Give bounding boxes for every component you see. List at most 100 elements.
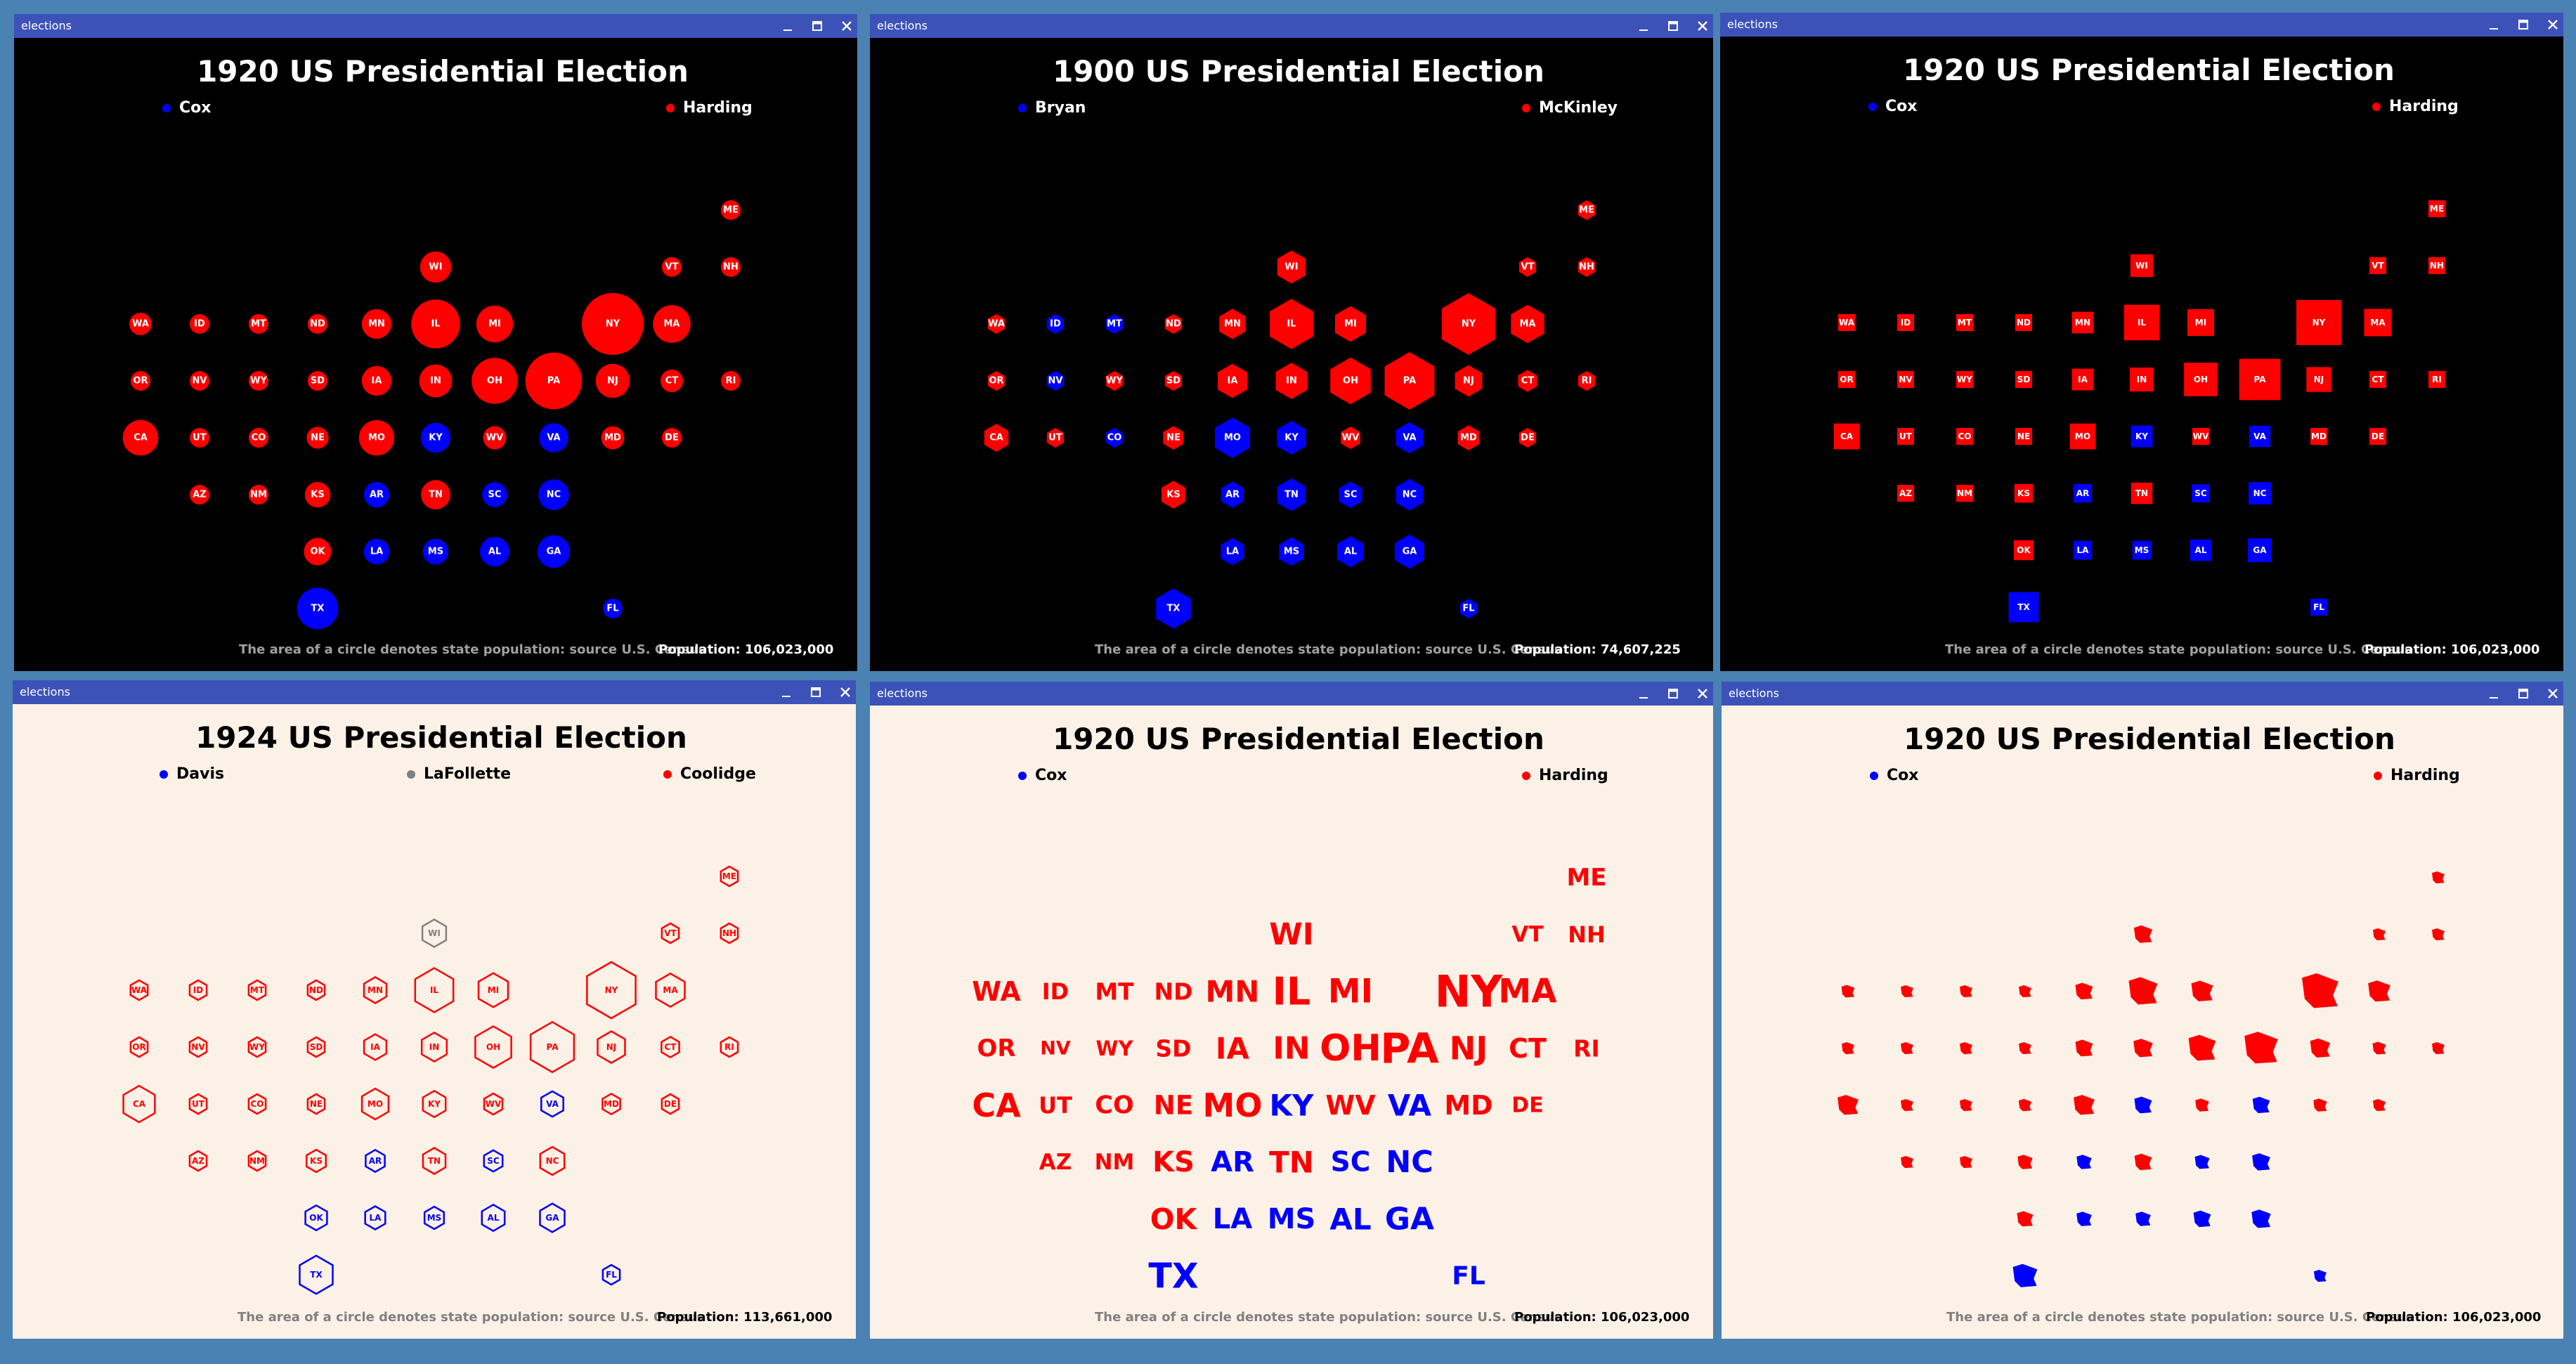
state-tn[interactable]: [2134, 1153, 2152, 1171]
close-icon[interactable]: [838, 17, 856, 35]
state-wa[interactable]: WA: [129, 979, 149, 1001]
state-id[interactable]: [1901, 985, 1913, 998]
state-nc[interactable]: NC: [538, 479, 569, 510]
state-nm[interactable]: NM: [1095, 1150, 1135, 1175]
election-window[interactable]: elections 1924 US Presidential Election Da…: [13, 680, 856, 1339]
state-nj[interactable]: NJ: [1450, 1030, 1488, 1067]
state-ia[interactable]: IA: [363, 1033, 388, 1061]
state-wy[interactable]: WY: [1096, 1037, 1134, 1060]
state-va[interactable]: [2252, 1096, 2270, 1113]
state-ky[interactable]: KY: [422, 1089, 447, 1119]
election-window[interactable]: elections 1920 US Presidential Election Co…: [1722, 682, 2563, 1339]
election-window[interactable]: elections 1920 US Presidential Election Co…: [870, 682, 1713, 1339]
state-al[interactable]: AL: [2190, 539, 2212, 561]
state-wv[interactable]: WV: [2192, 427, 2210, 446]
maximize-icon[interactable]: [2514, 15, 2532, 34]
state-co[interactable]: CO: [1956, 428, 1973, 445]
state-ca[interactable]: CA: [122, 420, 159, 456]
state-ma[interactable]: MA: [2364, 308, 2392, 337]
state-ms[interactable]: MS: [1279, 537, 1304, 566]
state-ky[interactable]: KY: [1270, 1089, 1315, 1123]
state-nh[interactable]: NH: [1568, 921, 1606, 948]
state-nc[interactable]: [2252, 1153, 2270, 1171]
state-ut[interactable]: UT: [190, 428, 209, 448]
state-fl[interactable]: [2314, 1270, 2327, 1282]
window-titlebar[interactable]: elections: [870, 14, 1713, 38]
state-ms[interactable]: MS: [1268, 1203, 1316, 1235]
state-pa[interactable]: PA: [525, 352, 583, 410]
state-ny[interactable]: [2302, 973, 2338, 1008]
state-me[interactable]: ME: [721, 200, 741, 220]
state-ia[interactable]: [2075, 1039, 2093, 1057]
state-ri[interactable]: RI: [2428, 371, 2445, 388]
state-or[interactable]: OR: [987, 371, 1006, 391]
state-ia[interactable]: IA: [361, 365, 392, 396]
state-wv[interactable]: WV: [483, 1092, 504, 1116]
state-co[interactable]: CO: [247, 1093, 267, 1115]
close-icon[interactable]: [2544, 684, 2562, 703]
state-sd[interactable]: SD: [308, 371, 327, 391]
state-al[interactable]: [2193, 1210, 2211, 1228]
state-fl[interactable]: FL: [1459, 599, 1478, 618]
state-nd[interactable]: ND: [306, 979, 326, 1001]
state-al[interactable]: AL: [480, 537, 509, 566]
window-titlebar[interactable]: elections: [14, 14, 857, 38]
minimize-icon[interactable]: [1634, 17, 1653, 35]
state-de[interactable]: DE: [662, 428, 682, 448]
state-mn[interactable]: MN: [361, 308, 392, 339]
state-nd[interactable]: ND: [2015, 314, 2032, 331]
state-nh[interactable]: NH: [721, 257, 741, 277]
state-ar[interactable]: AR: [365, 1148, 386, 1174]
state-pa[interactable]: PA: [2239, 358, 2281, 401]
state-nd[interactable]: ND: [1154, 978, 1192, 1006]
window-titlebar[interactable]: elections: [13, 680, 856, 704]
state-la[interactable]: LA: [1221, 538, 1244, 566]
state-mi[interactable]: MI: [477, 972, 509, 1008]
state-nv[interactable]: NV: [1897, 371, 1914, 388]
state-mn[interactable]: MN: [1219, 308, 1246, 339]
window-titlebar[interactable]: elections: [870, 682, 1713, 706]
state-mo[interactable]: [2074, 1095, 2095, 1115]
state-sd[interactable]: SD: [2015, 371, 2032, 388]
state-ct[interactable]: CT: [1518, 370, 1537, 392]
state-wa[interactable]: WA: [972, 976, 1021, 1007]
state-de[interactable]: [2373, 1099, 2386, 1112]
state-wy[interactable]: WY: [1956, 371, 1973, 388]
minimize-icon[interactable]: [2485, 684, 2503, 703]
election-window[interactable]: elections 1920 US Presidential Election Co…: [14, 14, 857, 671]
state-pa[interactable]: PA: [1384, 352, 1435, 410]
state-nd[interactable]: [2019, 985, 2031, 998]
state-ia[interactable]: IA: [1217, 363, 1248, 398]
state-sd[interactable]: SD: [1164, 371, 1183, 391]
state-co[interactable]: CO: [1095, 1091, 1133, 1119]
state-sc[interactable]: SC: [483, 1149, 504, 1173]
state-ky[interactable]: [2134, 1096, 2152, 1114]
state-ny[interactable]: NY: [1435, 966, 1504, 1018]
state-wa[interactable]: [1841, 985, 1855, 998]
state-tx[interactable]: [2012, 1264, 2038, 1287]
state-de[interactable]: DE: [1511, 1093, 1543, 1118]
state-ma[interactable]: MA: [653, 305, 691, 343]
maximize-icon[interactable]: [1664, 17, 1682, 35]
state-il[interactable]: IL: [2123, 304, 2160, 341]
state-nm[interactable]: NM: [249, 485, 268, 505]
state-tx[interactable]: TX: [299, 1254, 334, 1295]
state-ne[interactable]: NE: [2015, 428, 2032, 445]
state-ca[interactable]: CA: [972, 1086, 1021, 1124]
state-ky[interactable]: KY: [420, 422, 451, 453]
state-va[interactable]: VA: [1396, 422, 1424, 454]
state-sd[interactable]: SD: [306, 1036, 326, 1058]
state-me[interactable]: [2432, 871, 2445, 884]
state-ms[interactable]: MS: [2132, 540, 2152, 560]
state-sd[interactable]: [2019, 1042, 2031, 1055]
state-nj[interactable]: NJ: [2306, 367, 2331, 392]
state-nv[interactable]: NV: [1046, 371, 1065, 391]
state-ga[interactable]: GA: [2248, 538, 2272, 562]
state-wi[interactable]: WI: [2130, 254, 2154, 278]
state-wi[interactable]: WI: [419, 251, 452, 283]
state-me[interactable]: ME: [1578, 200, 1596, 220]
state-nv[interactable]: NV: [1040, 1038, 1071, 1060]
state-ga[interactable]: [2251, 1209, 2271, 1228]
state-ok[interactable]: OK: [304, 1204, 328, 1232]
state-nh[interactable]: NH: [2428, 257, 2445, 274]
